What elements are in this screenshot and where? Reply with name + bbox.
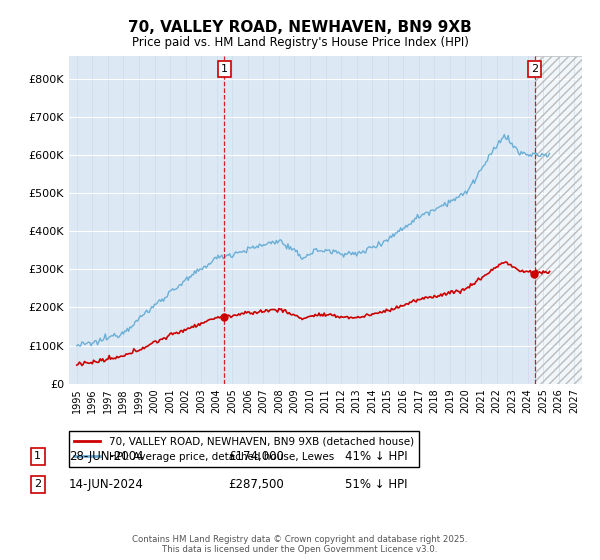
Text: 1: 1 (221, 64, 227, 74)
Text: 1: 1 (34, 451, 41, 461)
Legend: 70, VALLEY ROAD, NEWHAVEN, BN9 9XB (detached house), HPI: Average price, detache: 70, VALLEY ROAD, NEWHAVEN, BN9 9XB (deta… (69, 431, 419, 467)
Bar (535, 56, 582, 384)
Text: £174,000: £174,000 (228, 450, 284, 463)
Text: 28-JUN-2004: 28-JUN-2004 (69, 450, 143, 463)
Text: 41% ↓ HPI: 41% ↓ HPI (345, 450, 407, 463)
Text: 2: 2 (34, 479, 41, 489)
Text: £287,500: £287,500 (228, 478, 284, 491)
Bar (535, 56, 582, 384)
Text: 14-JUN-2024: 14-JUN-2024 (69, 478, 144, 491)
Text: Price paid vs. HM Land Registry's House Price Index (HPI): Price paid vs. HM Land Registry's House … (131, 36, 469, 49)
Text: 70, VALLEY ROAD, NEWHAVEN, BN9 9XB: 70, VALLEY ROAD, NEWHAVEN, BN9 9XB (128, 20, 472, 35)
Text: 2: 2 (531, 64, 538, 74)
Text: 51% ↓ HPI: 51% ↓ HPI (345, 478, 407, 491)
Text: Contains HM Land Registry data © Crown copyright and database right 2025.
This d: Contains HM Land Registry data © Crown c… (132, 535, 468, 554)
